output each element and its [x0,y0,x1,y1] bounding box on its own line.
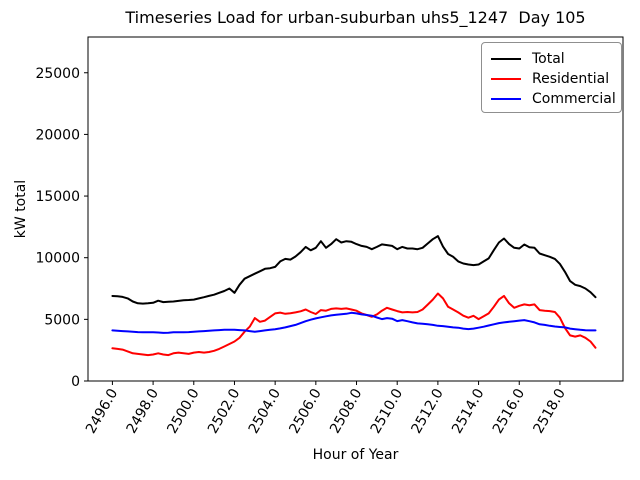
x-axis-label: Hour of Year [312,447,399,463]
x-tick-label: 2506.0 [286,386,324,436]
y-tick-label: 20000 [35,127,80,143]
legend-item-residential: Residential [491,69,621,89]
y-tick-label: 25000 [35,66,80,82]
x-tick-label: 2516.0 [490,386,528,436]
legend-item-commercial: Commercial [491,89,621,109]
x-tick-label: 2500.0 [164,386,202,436]
total-line-swatch [491,58,521,60]
chart-title: Timeseries Load for urban-suburban uhs5_… [125,8,586,27]
x-tick-label: 2510.0 [368,386,406,436]
x-tick-label: 2498.0 [124,386,162,436]
x-tick-label: 2504.0 [246,386,284,436]
x-tick-label: 2514.0 [449,386,487,436]
legend-label-commercial: Commercial [532,91,616,107]
y-tick-label: 5000 [44,312,80,328]
x-tick-label: 2508.0 [327,386,365,436]
y-tick-label: 0 [71,374,80,390]
x-tick-label: 2496.0 [83,386,121,436]
y-axis-label: kW total [13,179,29,239]
legend-item-total: Total [491,49,621,69]
y-tick-label: 15000 [35,189,80,205]
series-line-commercial [111,311,597,334]
legend-label-total: Total [532,51,565,67]
residential-line-swatch [491,78,521,80]
commercial-line-swatch [491,98,521,100]
x-tick-label: 2518.0 [531,386,569,436]
y-tick-label: 10000 [35,251,80,267]
series-line-residential [111,292,597,357]
axes-frame [87,36,624,382]
legend: Total Residential Commercial [481,42,622,113]
series-line-total [111,235,597,305]
x-tick-label: 2512.0 [408,386,446,436]
legend-label-residential: Residential [532,71,610,87]
x-tick-label: 2502.0 [205,386,243,436]
